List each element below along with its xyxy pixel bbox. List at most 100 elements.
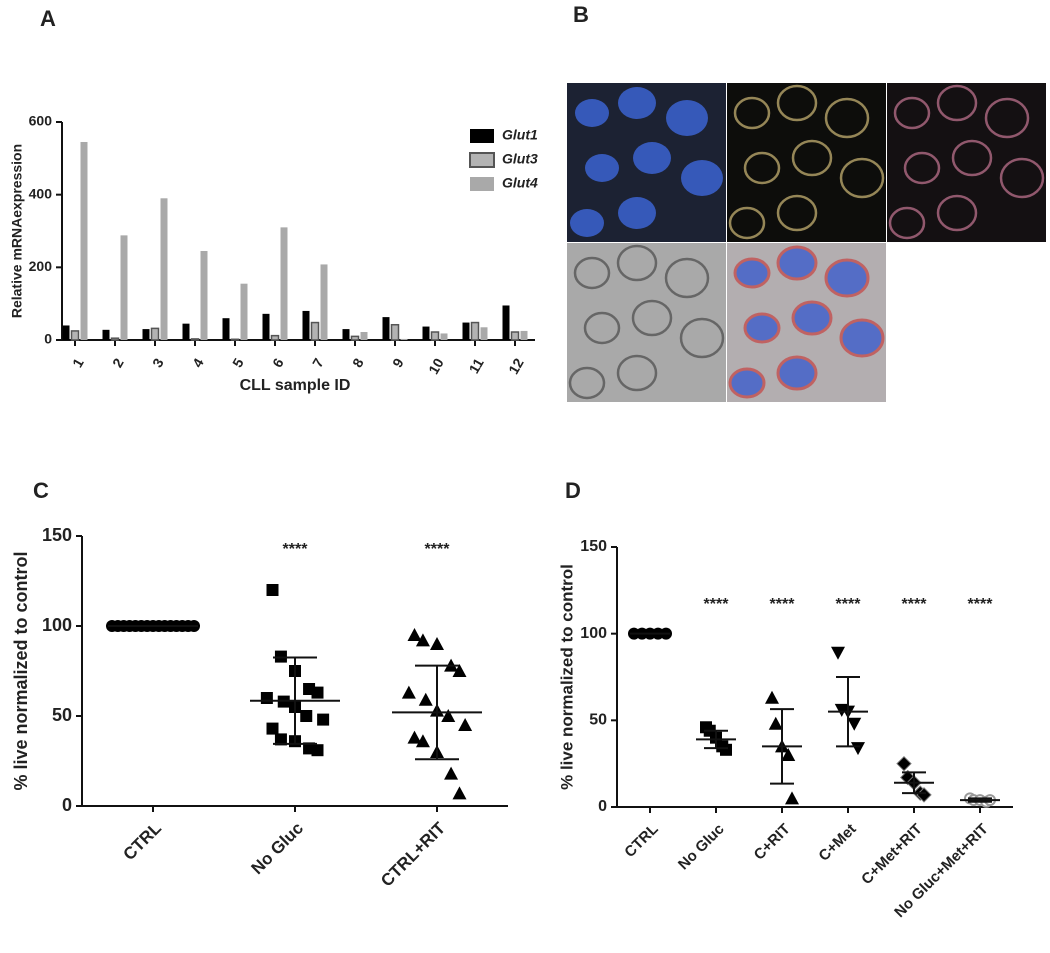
bar (480, 327, 488, 340)
x-tick-label: 8 (349, 355, 367, 370)
cell (666, 100, 708, 136)
bar (200, 250, 208, 340)
cell (776, 194, 818, 232)
point (847, 717, 862, 731)
bar (470, 321, 480, 341)
point (415, 734, 430, 748)
cell (733, 257, 771, 289)
bar (222, 318, 230, 340)
bar (190, 338, 200, 341)
error-bar (415, 664, 459, 761)
bar (280, 227, 288, 340)
panel-label: A (40, 6, 56, 31)
cell (999, 157, 1045, 199)
cell (618, 197, 656, 229)
point (266, 584, 279, 596)
cell (631, 299, 673, 337)
y-tick-label: 0 (598, 798, 607, 815)
y-tick-label: 600 (29, 113, 53, 129)
y-tick-label: 400 (29, 185, 53, 201)
cell (616, 244, 658, 282)
y-axis-label: Relative mRNAexpression (9, 144, 25, 318)
cell (570, 209, 604, 237)
point (401, 685, 416, 699)
point (785, 791, 799, 805)
bar (270, 334, 280, 341)
cell (984, 97, 1030, 139)
significance: **** (902, 596, 928, 613)
point (415, 633, 430, 647)
bar (302, 310, 310, 340)
point (311, 744, 324, 757)
bar (430, 331, 440, 341)
x-tick-label: No Gluc (675, 821, 728, 874)
x-tick-label: 6 (269, 355, 287, 370)
bar (240, 283, 248, 340)
y-tick-label: 50 (52, 705, 72, 725)
point (418, 692, 433, 706)
x-tick-label: 9 (389, 355, 407, 370)
point (317, 713, 330, 726)
point (407, 730, 422, 744)
cell (616, 354, 658, 392)
cell (791, 139, 833, 177)
x-tick-label: 2 (109, 355, 127, 370)
cell (618, 87, 656, 119)
image-tile (887, 83, 1046, 242)
error-bar (902, 771, 926, 795)
point (768, 716, 783, 730)
y-tick-label: 150 (42, 525, 72, 545)
x-tick-label: 5 (229, 355, 247, 370)
panel-label: D (565, 478, 581, 503)
y-tick-label: 0 (62, 795, 72, 815)
point (765, 690, 779, 704)
cell (936, 84, 978, 122)
error-bar (704, 729, 728, 750)
x-tick-label: C+RIT (751, 821, 794, 864)
point (274, 733, 287, 746)
cell (728, 206, 766, 240)
y-axis-label: % live normalized to control (557, 564, 576, 790)
x-tick-label: CTRL (621, 821, 661, 861)
y-tick-label: 200 (29, 258, 53, 274)
y-axis-label: % live normalized to control (11, 551, 31, 790)
bar (142, 329, 150, 340)
bar (262, 313, 270, 340)
x-tick-label: C+Met+RIT (858, 821, 925, 888)
image-tile (727, 83, 886, 242)
bar (310, 321, 320, 341)
x-axis-label: CLL sample ID (240, 377, 351, 394)
cell (903, 151, 941, 185)
cell (679, 317, 725, 359)
cell (733, 96, 771, 130)
x-tick-label: 12 (505, 355, 527, 377)
point (266, 722, 279, 735)
bar (360, 332, 368, 340)
cell (791, 300, 833, 336)
legend-swatch (469, 152, 495, 168)
cell (936, 194, 978, 232)
cell (888, 206, 926, 240)
point (260, 692, 273, 704)
bar (230, 338, 240, 341)
bar (520, 330, 528, 340)
error-bar (836, 676, 860, 748)
significance: **** (425, 541, 451, 558)
point (851, 742, 865, 756)
y-tick-label: 150 (580, 538, 607, 555)
x-tick-label: No Gluc (247, 819, 307, 879)
point (452, 664, 467, 677)
point (458, 718, 473, 731)
significance: **** (704, 596, 730, 613)
error-bar (968, 797, 992, 803)
cell (776, 84, 818, 122)
bar (62, 325, 70, 340)
cell (951, 139, 993, 177)
cell (776, 245, 818, 281)
x-tick-label: 10 (425, 355, 447, 377)
cell (585, 154, 619, 182)
cell (573, 256, 611, 290)
point (720, 743, 732, 756)
bar (400, 338, 408, 340)
significance: **** (283, 541, 309, 558)
